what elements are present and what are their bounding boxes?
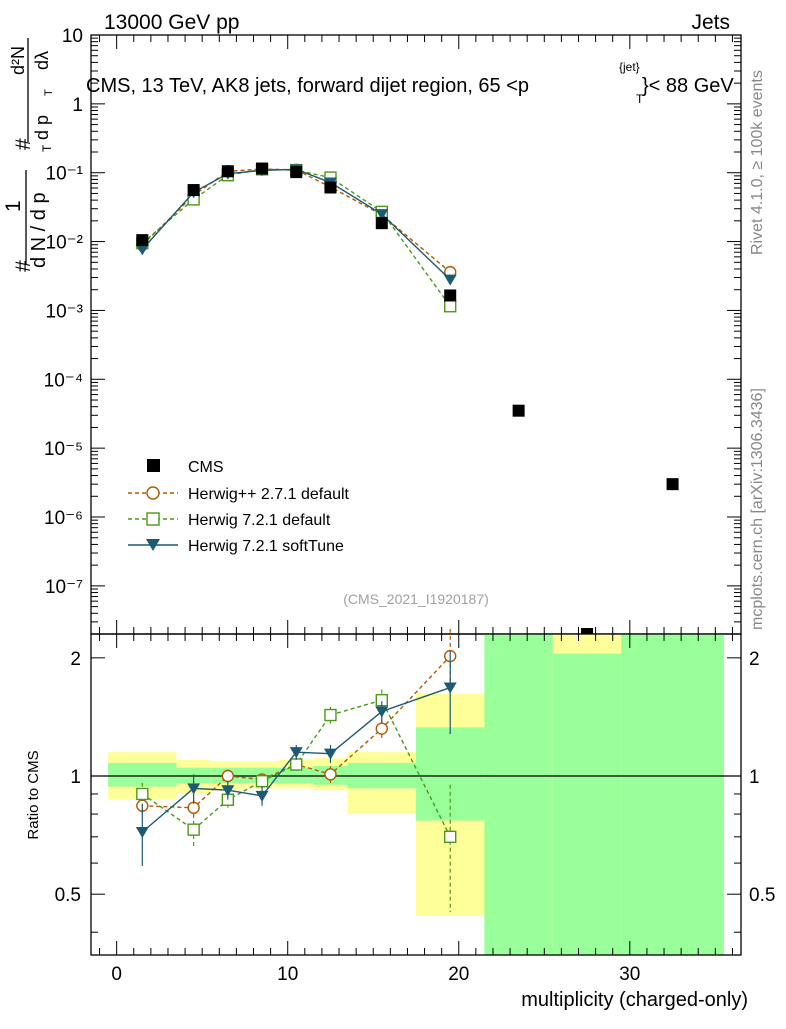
ratio-ytick-label-left-2: 2: [70, 649, 81, 670]
main-point-herwig7-softtune-0: [135, 244, 149, 256]
main-ytick-label-8: 10⁻⁷: [45, 577, 83, 598]
ratio-point-herwig7-softtune-7: [443, 682, 457, 694]
cms-data-point-2: [221, 165, 234, 178]
cms-data-point-6: [375, 217, 388, 230]
main-ytick-label-7: 10⁻⁶: [44, 508, 83, 529]
x-tick-label-3: 30: [619, 964, 640, 985]
main-ytick-label-4: 10⁻³: [46, 301, 84, 322]
legend-marker-herwig7-default: [146, 512, 160, 526]
ratio-stat-band-8: [484, 634, 553, 955]
ratio-ytick-label-left-1: 1: [70, 767, 81, 788]
legend-marker-cms: [147, 459, 160, 472]
legend-label-herwig7-softtune: Herwig 7.2.1 softTune: [188, 538, 344, 555]
ratio-stat-band-9: [552, 653, 622, 955]
ratio-point-herwigpp-5: [324, 768, 337, 781]
ratio-point-herwig7-default-1: [187, 823, 200, 836]
ratio-stat-band-10: [621, 634, 724, 955]
ylabel-num: d²N: [8, 46, 28, 75]
ratio-stat-band-0: [108, 762, 177, 787]
ratio-point-herwig7-softtune-3: [255, 790, 269, 802]
ratio-point-herwig7-softtune-0: [135, 827, 149, 839]
x-tick-label-2: 20: [448, 964, 469, 985]
ratio-frame: [90, 633, 742, 956]
ratio-axes: 0 10 20 30 0.5 0.5 1 1 2 2: [55, 633, 775, 985]
ratio-point-herwig7-softtune-4: [289, 747, 303, 759]
ratio-point-herwig7-softtune-1: [187, 783, 201, 795]
cms-data-point-9: [581, 628, 594, 634]
x-axis-label: multiplicity (charged-only): [521, 989, 748, 1011]
ratio-line-herwig7-softtune: [141, 686, 451, 833]
chart-title-sup: {jet}: [619, 60, 640, 74]
ratio-point-herwig7-default-4: [290, 758, 303, 771]
ylabel-hash-2: #: [12, 138, 35, 150]
ylabel-denom: d N / d p: [28, 192, 50, 268]
chart-title-end: }< 88 GeV: [642, 75, 734, 97]
cms-data-point-0: [136, 234, 149, 247]
ratio-point-herwig7-default-7: [444, 830, 457, 844]
chart-title-sub: T: [636, 92, 644, 106]
main-point-herwig7-default-7: [444, 300, 457, 313]
main-ytick-label-1: 1: [72, 95, 83, 116]
ylabel-num-dl: dλ: [32, 51, 52, 70]
ratio-point-herwig7-softtune-5: [323, 748, 337, 760]
ylabel-num-d: d p: [32, 115, 52, 140]
ratio-ylabel: Ratio to CMS: [25, 750, 42, 839]
legend: CMS Herwig++ 2.7.1 default Herwig 7.2.1 …: [128, 459, 350, 555]
ratio-ytick-label-right-2: 2: [749, 649, 760, 670]
legend-label-herwig7-default: Herwig 7.2.1 default: [188, 512, 331, 529]
main-point-herwig7-softtune-7: [443, 274, 457, 286]
main-data-layer: [136, 162, 679, 634]
main-ytick-label-2: 10⁻¹: [46, 164, 84, 185]
ratio-point-herwigpp-1: [187, 801, 200, 814]
ratio-stat-band-7: [416, 727, 485, 821]
ylabel-one: 1: [2, 200, 25, 212]
ratio-point-herwig7-default-3: [255, 775, 269, 788]
main-ytick-label-0: 10: [62, 26, 83, 47]
ratio-ytick-label-right-1: 1: [749, 767, 760, 788]
mcplots-label: mcplots.cern.ch [arXiv:1306.3436]: [749, 388, 766, 630]
main-ylabel: # 1 d N / d p T # d²N d p T dλ: [2, 38, 55, 272]
ratio-ytick-label-right-0: 0.5: [749, 885, 775, 906]
x-tick-label-1: 10: [277, 964, 298, 985]
legend-marker-herwigpp: [146, 486, 160, 500]
legend-label-cms: CMS: [188, 459, 224, 476]
cms-data-point-5: [324, 181, 337, 194]
ylabel-num-d-sub: T: [43, 89, 55, 96]
cms-data-point-10: [666, 478, 679, 491]
ratio-series-layer: [135, 628, 457, 913]
legend-marker-herwig7-softtune: [146, 539, 160, 551]
main-series-layer: [135, 162, 457, 313]
cms-data-point-8: [512, 404, 525, 417]
main-axes: 10 1 10⁻¹ 10⁻² 10⁻³ 10⁻⁴ 10⁻⁵ 10⁻⁶ 10⁻⁷: [44, 26, 742, 635]
header-left: 13000 GeV pp: [104, 11, 239, 34]
x-tick-label-0: 0: [111, 964, 122, 985]
header-right: Jets: [691, 11, 730, 34]
analysis-watermark: (CMS_2021_I1920187): [343, 591, 489, 607]
ratio-ytick-label-left-0: 0.5: [55, 885, 81, 906]
main-ytick-label-3: 10⁻²: [46, 233, 84, 254]
main-point-herwig7-softtune-6: [375, 209, 389, 221]
ylabel-denom-sub: T: [40, 144, 54, 152]
main-ytick-label-6: 10⁻⁵: [44, 439, 83, 460]
ratio-point-herwig7-default-0: [136, 787, 149, 801]
ratio-point-herwig7-default-5: [324, 708, 337, 722]
cms-data-point-3: [256, 162, 269, 175]
ylabel-hash-1: #: [12, 260, 35, 272]
ratio-point-herwigpp-2: [221, 769, 235, 783]
cms-data-point-1: [187, 184, 200, 197]
ratio-point-herwig7-softtune-6: [375, 706, 389, 718]
chart-title: CMS, 13 TeV, AK8 jets, forward dijet reg…: [86, 75, 529, 97]
main-ytick-label-5: 10⁻⁴: [44, 370, 83, 391]
ratio-point-herwig7-softtune-2: [221, 785, 235, 797]
ratio-bands-layer: [91, 634, 741, 955]
legend-label-herwigpp: Herwig++ 2.7.1 default: [188, 486, 350, 503]
cms-data-point-7: [444, 289, 457, 302]
ratio-stat-band-4: [279, 767, 314, 783]
ratio-point-herwigpp-6: [375, 722, 388, 735]
rivet-label: Rivet 4.1.0, ≥ 100k events: [749, 70, 766, 255]
ratio-line-herwigpp: [142, 655, 451, 809]
cms-data-point-4: [290, 166, 303, 179]
